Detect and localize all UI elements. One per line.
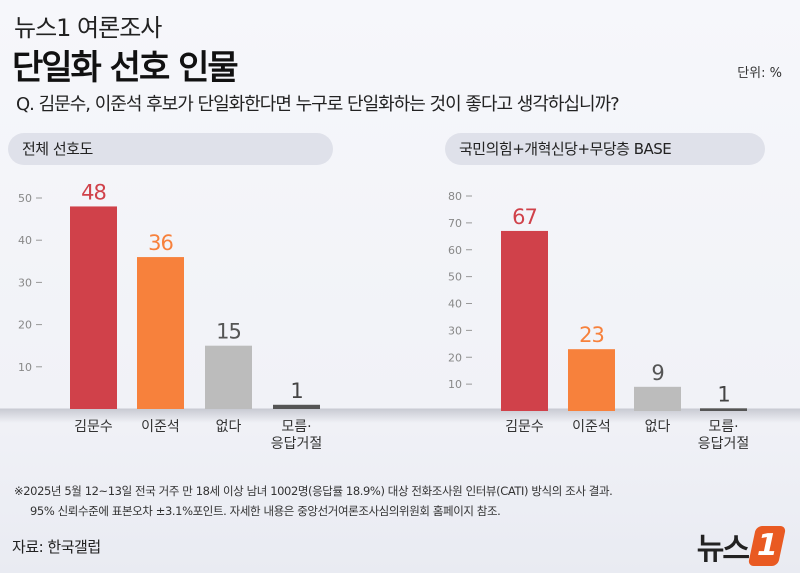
news1-logo: 뉴스 1: [697, 524, 787, 568]
bar-4: [273, 404, 320, 409]
data-label: 36: [148, 231, 173, 255]
category-label: 이준석: [141, 419, 180, 435]
chart-title-base: 국민의힘+개혁신당+무당층 BASE: [445, 133, 765, 165]
y-tick-label: 60: [448, 244, 462, 257]
y-tick-label: 70: [448, 217, 462, 230]
data-label: 48: [81, 180, 106, 204]
category-label: 이준석: [572, 419, 611, 435]
y-tick-label: 10: [448, 378, 462, 391]
category-label: 모름·: [281, 419, 311, 435]
category-label: 없다: [216, 419, 242, 435]
footnote-2: 95% 신뢰수준에 표본오차 ±3.1%포인트. 자세한 내용은 중앙선거여론조…: [30, 504, 501, 518]
bar-1: [501, 230, 548, 411]
data-label: 1: [717, 382, 729, 406]
y-tick-label: 40: [18, 234, 32, 247]
category-label: 응답거절: [271, 436, 323, 452]
data-label: 23: [579, 323, 604, 347]
data-label: 1: [290, 379, 302, 403]
baseline-shadow: [0, 409, 800, 423]
chart-title-overall: 전체 선호도: [8, 133, 333, 165]
page-title: 단일화 선호 인물: [12, 48, 239, 88]
footnote-1: ※2025년 5월 12~13일 전국 거주 만 18세 이상 남녀 1002명…: [14, 484, 613, 498]
survey-question: Q. 김문수, 이준석 후보가 단일화한다면 누구로 단일화하는 것이 좋다고 …: [16, 94, 620, 115]
category-label: 응답거절: [698, 436, 750, 452]
bar-2: [137, 257, 184, 409]
y-tick-label: 50: [18, 192, 32, 205]
bar-4: [700, 408, 747, 411]
y-tick-label: 20: [18, 319, 32, 332]
category-label: 김문수: [74, 419, 113, 435]
brand-title: 뉴스1 여론조사: [14, 14, 162, 42]
category-label: 없다: [645, 419, 671, 435]
y-tick-label: 10: [18, 361, 32, 374]
y-tick-label: 50: [448, 271, 462, 284]
unit-label: 단위: %: [737, 66, 782, 81]
data-label: 9: [651, 361, 663, 385]
bar-1: [70, 206, 117, 409]
category-label: 모름·: [708, 419, 738, 435]
y-tick-label: 20: [448, 351, 462, 364]
bar-2: [568, 349, 615, 411]
data-label: 15: [216, 320, 241, 344]
y-tick-label: 30: [448, 324, 462, 337]
y-tick-label: 30: [18, 276, 32, 289]
bar-3: [634, 386, 681, 411]
category-label: 김문수: [505, 419, 544, 435]
y-tick-label: 80: [448, 190, 462, 203]
data-label: 67: [512, 205, 537, 229]
y-tick-label: 40: [448, 298, 462, 311]
source-label: 자료: 한국갤럽: [12, 538, 101, 556]
bar-3: [205, 345, 252, 409]
